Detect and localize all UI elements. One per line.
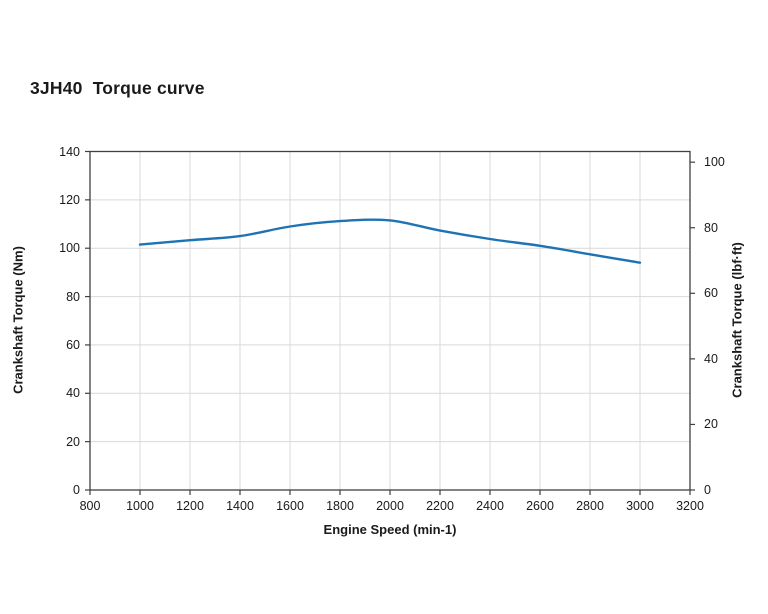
- y-left-tick-label: 40: [66, 386, 80, 401]
- x-tick-label: 1600: [276, 499, 304, 513]
- y-right-tick-label: 100: [704, 154, 725, 169]
- x-tick-label: 1400: [226, 499, 254, 513]
- y-axis-right-title: Crankshaft Torque (lbf·ft): [729, 242, 745, 398]
- y-left-tick-label: 120: [59, 192, 80, 207]
- x-tick-label: 2400: [476, 499, 504, 513]
- y-right-tick-label: 40: [704, 351, 718, 366]
- torque-curve-line: [138, 218, 642, 264]
- y-left-tick-label: 80: [66, 289, 80, 304]
- x-tick-label: 3200: [676, 499, 704, 513]
- y-left-tick-label: 140: [59, 144, 80, 159]
- y-left-tick-label: 60: [66, 337, 80, 352]
- x-tick-label: 2200: [426, 499, 454, 513]
- x-tick-label: 3000: [626, 499, 654, 513]
- y-left-tick-label: 100: [59, 240, 80, 255]
- x-tick-label: 2800: [576, 499, 604, 513]
- x-tick-label: 1000: [126, 499, 154, 513]
- y-left-tick-label: 0: [73, 482, 80, 497]
- x-tick-label: 2000: [376, 499, 404, 513]
- y-right-tick-label: 0: [704, 482, 711, 497]
- y-right-tick-label: 20: [704, 417, 718, 432]
- x-tick-label: 2600: [526, 499, 554, 513]
- x-tick-label: 800: [79, 499, 101, 513]
- chart-title: 3JH40 Torque curve: [30, 78, 205, 98]
- x-axis-title: Engine Speed (min-1): [323, 522, 457, 537]
- y-left-tick-label: 20: [66, 434, 80, 449]
- x-tick-label: 1200: [176, 499, 204, 513]
- y-right-tick-label: 80: [704, 220, 718, 235]
- x-tick-label: 1800: [326, 499, 354, 513]
- y-right-tick-label: 60: [704, 286, 718, 301]
- y-axis-left-title: Crankshaft Torque (Nm): [10, 246, 26, 394]
